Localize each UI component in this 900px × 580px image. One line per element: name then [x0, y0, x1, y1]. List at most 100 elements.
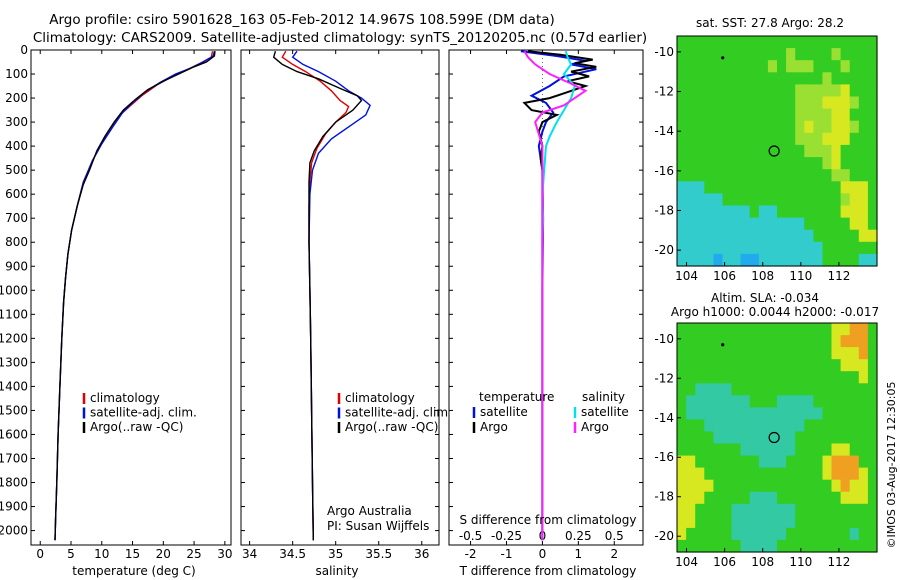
map-y-tick-label: -10 — [654, 45, 674, 59]
map-cell — [858, 395, 869, 408]
map-cell — [777, 503, 787, 517]
map-cell — [767, 515, 778, 529]
map-cell — [758, 443, 769, 457]
map-cell — [867, 181, 878, 194]
map-cell — [731, 491, 742, 505]
series-line-salinity-argo — [523, 50, 588, 541]
map-cell — [677, 193, 687, 207]
map-cell — [731, 371, 742, 384]
map-cell — [813, 455, 824, 469]
map-cell — [767, 132, 778, 146]
map-cell — [777, 347, 787, 360]
map-cell — [777, 383, 787, 396]
panel-temperature: 0100200300400500600700800900100011001200… — [0, 43, 232, 578]
map-cell — [813, 108, 824, 122]
map-cell — [686, 455, 696, 469]
map-cell — [749, 108, 760, 122]
map-cell — [695, 407, 705, 421]
map-y-tick-label: -20 — [654, 243, 674, 257]
map-cell — [740, 205, 751, 219]
map-cell — [822, 132, 833, 146]
map-cell — [686, 359, 696, 372]
map-cell — [722, 96, 733, 110]
map-cell — [813, 217, 824, 231]
map-cell — [804, 144, 814, 158]
map-cell — [822, 479, 833, 493]
map-cell — [677, 491, 687, 505]
map-cell — [722, 419, 733, 433]
salinity-x-tick-label: 35.5 — [365, 547, 392, 561]
map-cell — [840, 181, 851, 194]
map-cell — [786, 60, 796, 73]
map-cell — [840, 323, 851, 336]
map-cell — [767, 347, 778, 360]
map-cell — [777, 455, 787, 469]
map-cell — [722, 144, 733, 158]
map-cell — [704, 157, 714, 170]
map-cell — [849, 48, 860, 61]
map-cell — [713, 253, 724, 267]
map-cell — [804, 120, 814, 134]
map-cell — [858, 108, 869, 122]
map-cell — [795, 323, 805, 336]
map-cell — [777, 407, 787, 421]
map-cell — [840, 36, 851, 49]
map-cell — [731, 193, 742, 207]
map-cell — [677, 217, 687, 231]
map-cell — [858, 96, 869, 110]
map-cell — [722, 431, 733, 445]
map-cell — [713, 72, 724, 85]
map-cell — [849, 205, 860, 219]
map-cell — [804, 431, 814, 445]
map-cell — [858, 347, 869, 360]
map-cell — [840, 479, 851, 493]
map-cell — [858, 229, 869, 243]
map-cell — [767, 48, 778, 61]
map-cell — [804, 503, 814, 517]
map-cell — [722, 479, 733, 493]
map-y-tick-label: -20 — [654, 529, 674, 543]
map-cell — [777, 60, 787, 73]
map-cell — [831, 539, 842, 553]
map-cell — [867, 241, 878, 255]
map-cell — [849, 323, 860, 336]
map-cell — [822, 431, 833, 445]
map-cell — [722, 323, 733, 336]
map-cell — [677, 157, 687, 170]
map-cell — [740, 539, 751, 553]
map-cell — [704, 108, 714, 122]
map-cell — [686, 323, 696, 336]
temperature-legend-0-label: climatology — [90, 391, 160, 405]
y-tick-label: 2000 — [0, 524, 28, 538]
map-cell — [786, 515, 796, 529]
map-cell — [840, 539, 851, 553]
map-cell — [840, 48, 851, 61]
map-cell — [822, 539, 833, 553]
map-cell — [740, 467, 751, 481]
map-cell — [695, 144, 705, 158]
map-cell — [813, 157, 824, 170]
map-cell — [786, 491, 796, 505]
difference-legend-t-argo-label: Argo — [480, 420, 508, 434]
map-cell — [849, 60, 860, 73]
map-cell — [786, 371, 796, 384]
map-cell — [849, 253, 860, 267]
map-cell — [804, 347, 814, 360]
map-cell — [749, 144, 760, 158]
map-cell — [795, 503, 805, 517]
map-cell — [686, 407, 696, 421]
map-cell — [867, 467, 878, 481]
map-cell — [695, 120, 705, 134]
map-cell — [695, 359, 705, 372]
map-cell — [831, 503, 842, 517]
map-cell — [813, 371, 824, 384]
map-cell — [840, 60, 851, 73]
map-cell — [849, 335, 860, 348]
map-cell — [749, 323, 760, 336]
map-cell — [722, 84, 733, 98]
map-cell — [695, 335, 705, 348]
map-cell — [813, 169, 824, 182]
map-cell — [858, 132, 869, 146]
map-cell — [758, 241, 769, 255]
map-cell — [758, 431, 769, 445]
